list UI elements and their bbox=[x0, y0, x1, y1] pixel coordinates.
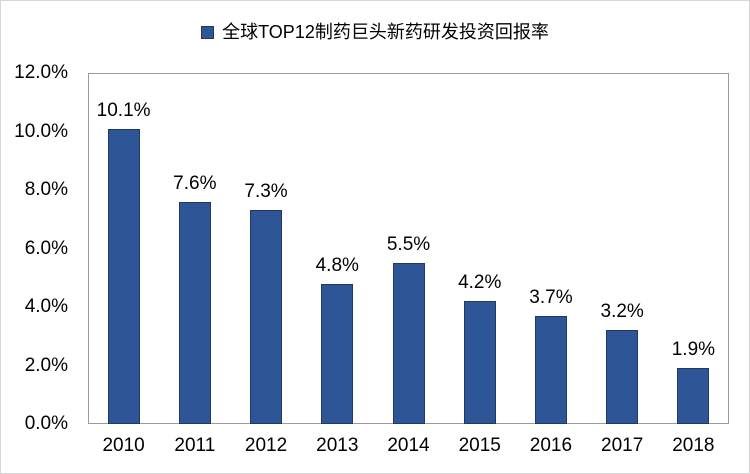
chart-legend: 全球TOP12制药巨头新药研发投资回报率 bbox=[1, 21, 749, 43]
bar-2012 bbox=[250, 210, 283, 424]
data-label-2014: 5.5% bbox=[386, 234, 431, 256]
x-axis-tick-label: 2014 bbox=[387, 435, 430, 456]
data-label-2013: 4.8% bbox=[315, 254, 359, 276]
x-axis-tick-label: 2017 bbox=[601, 435, 644, 456]
data-label-2012: 7.3% bbox=[244, 181, 288, 203]
data-label-2011: 7.6% bbox=[173, 172, 217, 194]
x-axis-tick-label: 2018 bbox=[672, 435, 715, 456]
bar-2011 bbox=[178, 201, 211, 424]
bar-2015 bbox=[463, 301, 496, 424]
bar-2010 bbox=[107, 128, 140, 424]
x-axis-tick-label: 2015 bbox=[458, 435, 501, 456]
y-axis-tick-label: 10.0% bbox=[14, 120, 68, 142]
bar-2018 bbox=[677, 368, 710, 424]
bar-2013 bbox=[321, 283, 354, 424]
y-axis-tick-label: 8.0% bbox=[24, 179, 68, 200]
bar-2014 bbox=[392, 263, 425, 424]
x-axis-tick-label: 2013 bbox=[316, 435, 359, 456]
data-label-2018: 1.9% bbox=[671, 339, 716, 361]
y-axis-tick-label: 6.0% bbox=[24, 237, 68, 259]
data-label-2010: 10.1% bbox=[96, 99, 151, 121]
x-axis-tick-label: 2016 bbox=[529, 435, 573, 456]
bar-2016 bbox=[534, 315, 567, 424]
data-label-2017: 3.2% bbox=[600, 301, 644, 323]
y-axis-tick-label: 2.0% bbox=[24, 354, 68, 376]
x-axis-tick-label: 2010 bbox=[102, 435, 145, 456]
y-axis-tick-label: 4.0% bbox=[24, 296, 68, 317]
y-axis-tick-label: 0.0% bbox=[24, 413, 68, 434]
legend-marker-icon bbox=[201, 25, 215, 39]
x-axis-tick-label: 2012 bbox=[244, 435, 288, 456]
data-label-2015: 4.2% bbox=[458, 272, 502, 294]
y-axis-tick-label: 12.0% bbox=[14, 62, 68, 83]
x-axis-tick-label: 2011 bbox=[174, 435, 216, 456]
legend-label: 全球TOP12制药巨头新药研发投资回报率 bbox=[222, 22, 549, 42]
data-label-2016: 3.7% bbox=[529, 286, 573, 308]
bar-2017 bbox=[606, 330, 639, 424]
